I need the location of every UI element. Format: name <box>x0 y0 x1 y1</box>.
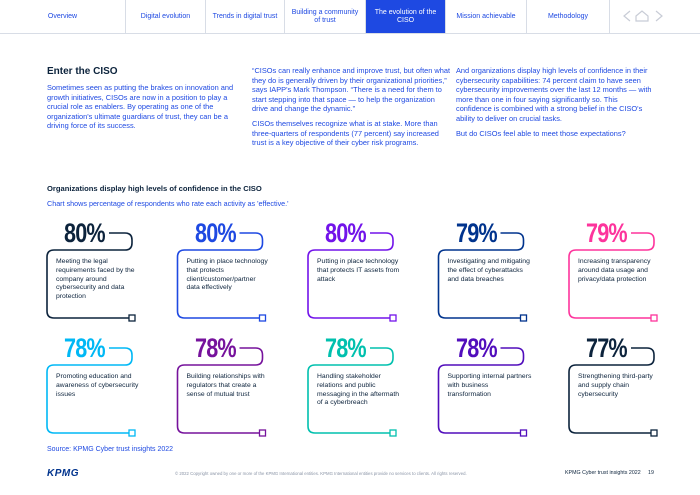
card-label: Meeting the legal requirements faced by … <box>56 258 135 301</box>
heading: Enter the CISO <box>47 66 118 77</box>
copyright: © 2022 Copyright owned by one or more of… <box>175 471 467 476</box>
card-value: 80% <box>194 218 237 248</box>
logo: KPMG <box>47 468 79 479</box>
text-column: And organizations display high levels of… <box>456 66 654 143</box>
paragraph: And organizations display high levels of… <box>456 66 652 123</box>
card-square <box>128 429 136 437</box>
card-line <box>568 232 655 319</box>
nav-tab[interactable]: The evolution of the CISO <box>366 0 446 33</box>
nav-tab[interactable]: Trends in digital trust <box>206 0 285 33</box>
card-label: Putting in place technology that protect… <box>186 258 268 292</box>
card-square <box>650 314 658 322</box>
card-line <box>307 232 394 319</box>
card-line <box>437 232 525 319</box>
paragraph: CISOs themselves recognize what is at st… <box>252 118 439 148</box>
card-value: 80% <box>325 218 367 248</box>
card-value: 78% <box>64 333 106 363</box>
nav-tab[interactable]: Methodology <box>527 0 610 33</box>
nav-tab[interactable]: Mission achievable <box>446 0 527 33</box>
card-value: 80% <box>64 218 106 248</box>
card-value: 77% <box>586 333 628 363</box>
card-line <box>46 232 133 319</box>
text-column: “CISOs can really enhance and improve tr… <box>252 66 450 153</box>
card-square <box>389 429 397 437</box>
card-line <box>437 347 525 434</box>
page-number: 19 <box>648 470 654 476</box>
card-value: 78% <box>325 333 367 363</box>
card-value: 79% <box>586 218 628 248</box>
source: Source: KPMG Cyber trust insights 2022 <box>47 446 174 453</box>
card-line <box>46 347 133 434</box>
card-label: Increasing transparency around data usag… <box>578 258 651 283</box>
card-label: Promoting education and awareness of cyb… <box>56 373 139 398</box>
card-square <box>128 314 136 322</box>
nav-bar: Overview Digital evolution Trends in digit… <box>0 0 700 34</box>
card-line <box>176 232 264 319</box>
text-column: Enter the CISO Sometimes seen as putting … <box>47 66 245 136</box>
publication: KPMG Cyber trust insights 2022 <box>565 470 641 476</box>
card-value: 78% <box>194 333 237 363</box>
paragraph: Sometimes seen as putting the brakes on … <box>47 83 234 131</box>
card-square <box>650 429 658 437</box>
card-label: Handling stakeholder relations and publi… <box>317 373 399 407</box>
card-label: Supporting internal partners with busine… <box>447 373 532 398</box>
card-square <box>258 314 267 322</box>
card-line <box>176 347 264 434</box>
card-square <box>519 314 528 322</box>
infographic-title: Organizations display high levels of con… <box>47 184 262 193</box>
nav-tab[interactable]: Building a community of trust <box>285 0 366 33</box>
card-square <box>519 429 528 437</box>
card-square <box>389 314 397 322</box>
card-label: Building relationships with regulators t… <box>186 373 265 398</box>
card-square <box>258 429 267 437</box>
card-label: Strengthening third-party and supply cha… <box>578 373 653 398</box>
infographic-subtitle: Chart shows percentage of respondents wh… <box>47 199 289 208</box>
nav-tab[interactable]: Digital evolution <box>126 0 206 33</box>
card-value: 79% <box>455 218 498 248</box>
card-value: 78% <box>455 333 498 363</box>
nav-icons <box>623 10 663 22</box>
card-label: Putting in place technology that protect… <box>317 258 400 283</box>
card-line <box>307 347 394 434</box>
card-label: Investigating and mitigating the effect … <box>447 258 530 283</box>
card-line <box>568 347 655 434</box>
paragraph: But do CISOs feel able to meet those exp… <box>456 128 626 138</box>
paragraph: “CISOs can really enhance and improve tr… <box>252 66 451 114</box>
nav-tab[interactable]: Overview <box>0 0 126 33</box>
